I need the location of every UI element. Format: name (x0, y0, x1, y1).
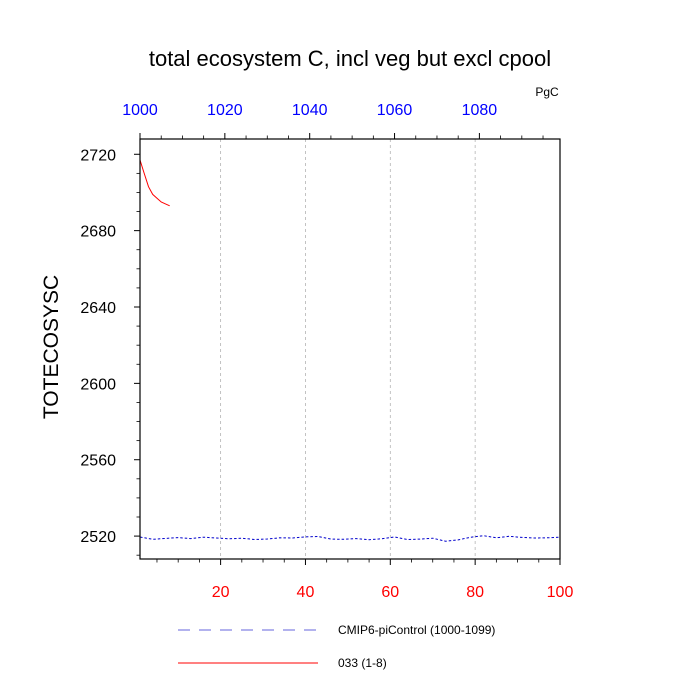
x-tick-label: 100 (547, 584, 574, 601)
top-tick-label: 1080 (462, 102, 498, 119)
y-tick-label: 2720 (80, 147, 116, 164)
x-tick-label: 60 (381, 584, 399, 601)
legend-label: CMIP6-piControl (1000-1099) (338, 623, 495, 637)
y-tick-label: 2680 (80, 224, 116, 241)
plot-frame (139, 138, 561, 560)
series-line (139, 159, 170, 207)
series-layer (139, 159, 561, 542)
x-tick-label: 20 (212, 584, 230, 601)
y-tick-label: 2640 (80, 300, 116, 317)
units-label: PgC (535, 85, 559, 99)
grid (220, 139, 476, 559)
y-tick-label: 2560 (80, 453, 116, 470)
legend: CMIP6-piControl (1000-1099) 033 (1-8) (178, 623, 495, 670)
top-tick-label: 1000 (122, 102, 158, 119)
series-line (139, 535, 561, 542)
chart-title: total ecosystem C, incl veg but excl cpo… (149, 46, 551, 71)
y-axis-label: TOTECOSYSC (40, 275, 63, 419)
y-tick-label: 2520 (80, 529, 116, 546)
axes: 20 40 60 80 100 1000 1020 1040 1060 1080 2520 2560 2… (80, 102, 573, 601)
x-tick-label: 80 (466, 584, 484, 601)
x-tick-label: 40 (297, 584, 315, 601)
y-tick-label: 2600 (80, 376, 116, 393)
top-tick-label: 1060 (377, 102, 413, 119)
legend-label: 033 (1-8) (338, 656, 387, 670)
top-tick-label: 1020 (207, 102, 243, 119)
top-tick-label: 1040 (292, 102, 328, 119)
